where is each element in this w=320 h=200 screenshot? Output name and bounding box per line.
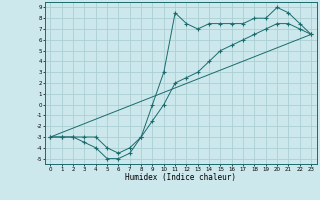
X-axis label: Humidex (Indice chaleur): Humidex (Indice chaleur) — [125, 173, 236, 182]
